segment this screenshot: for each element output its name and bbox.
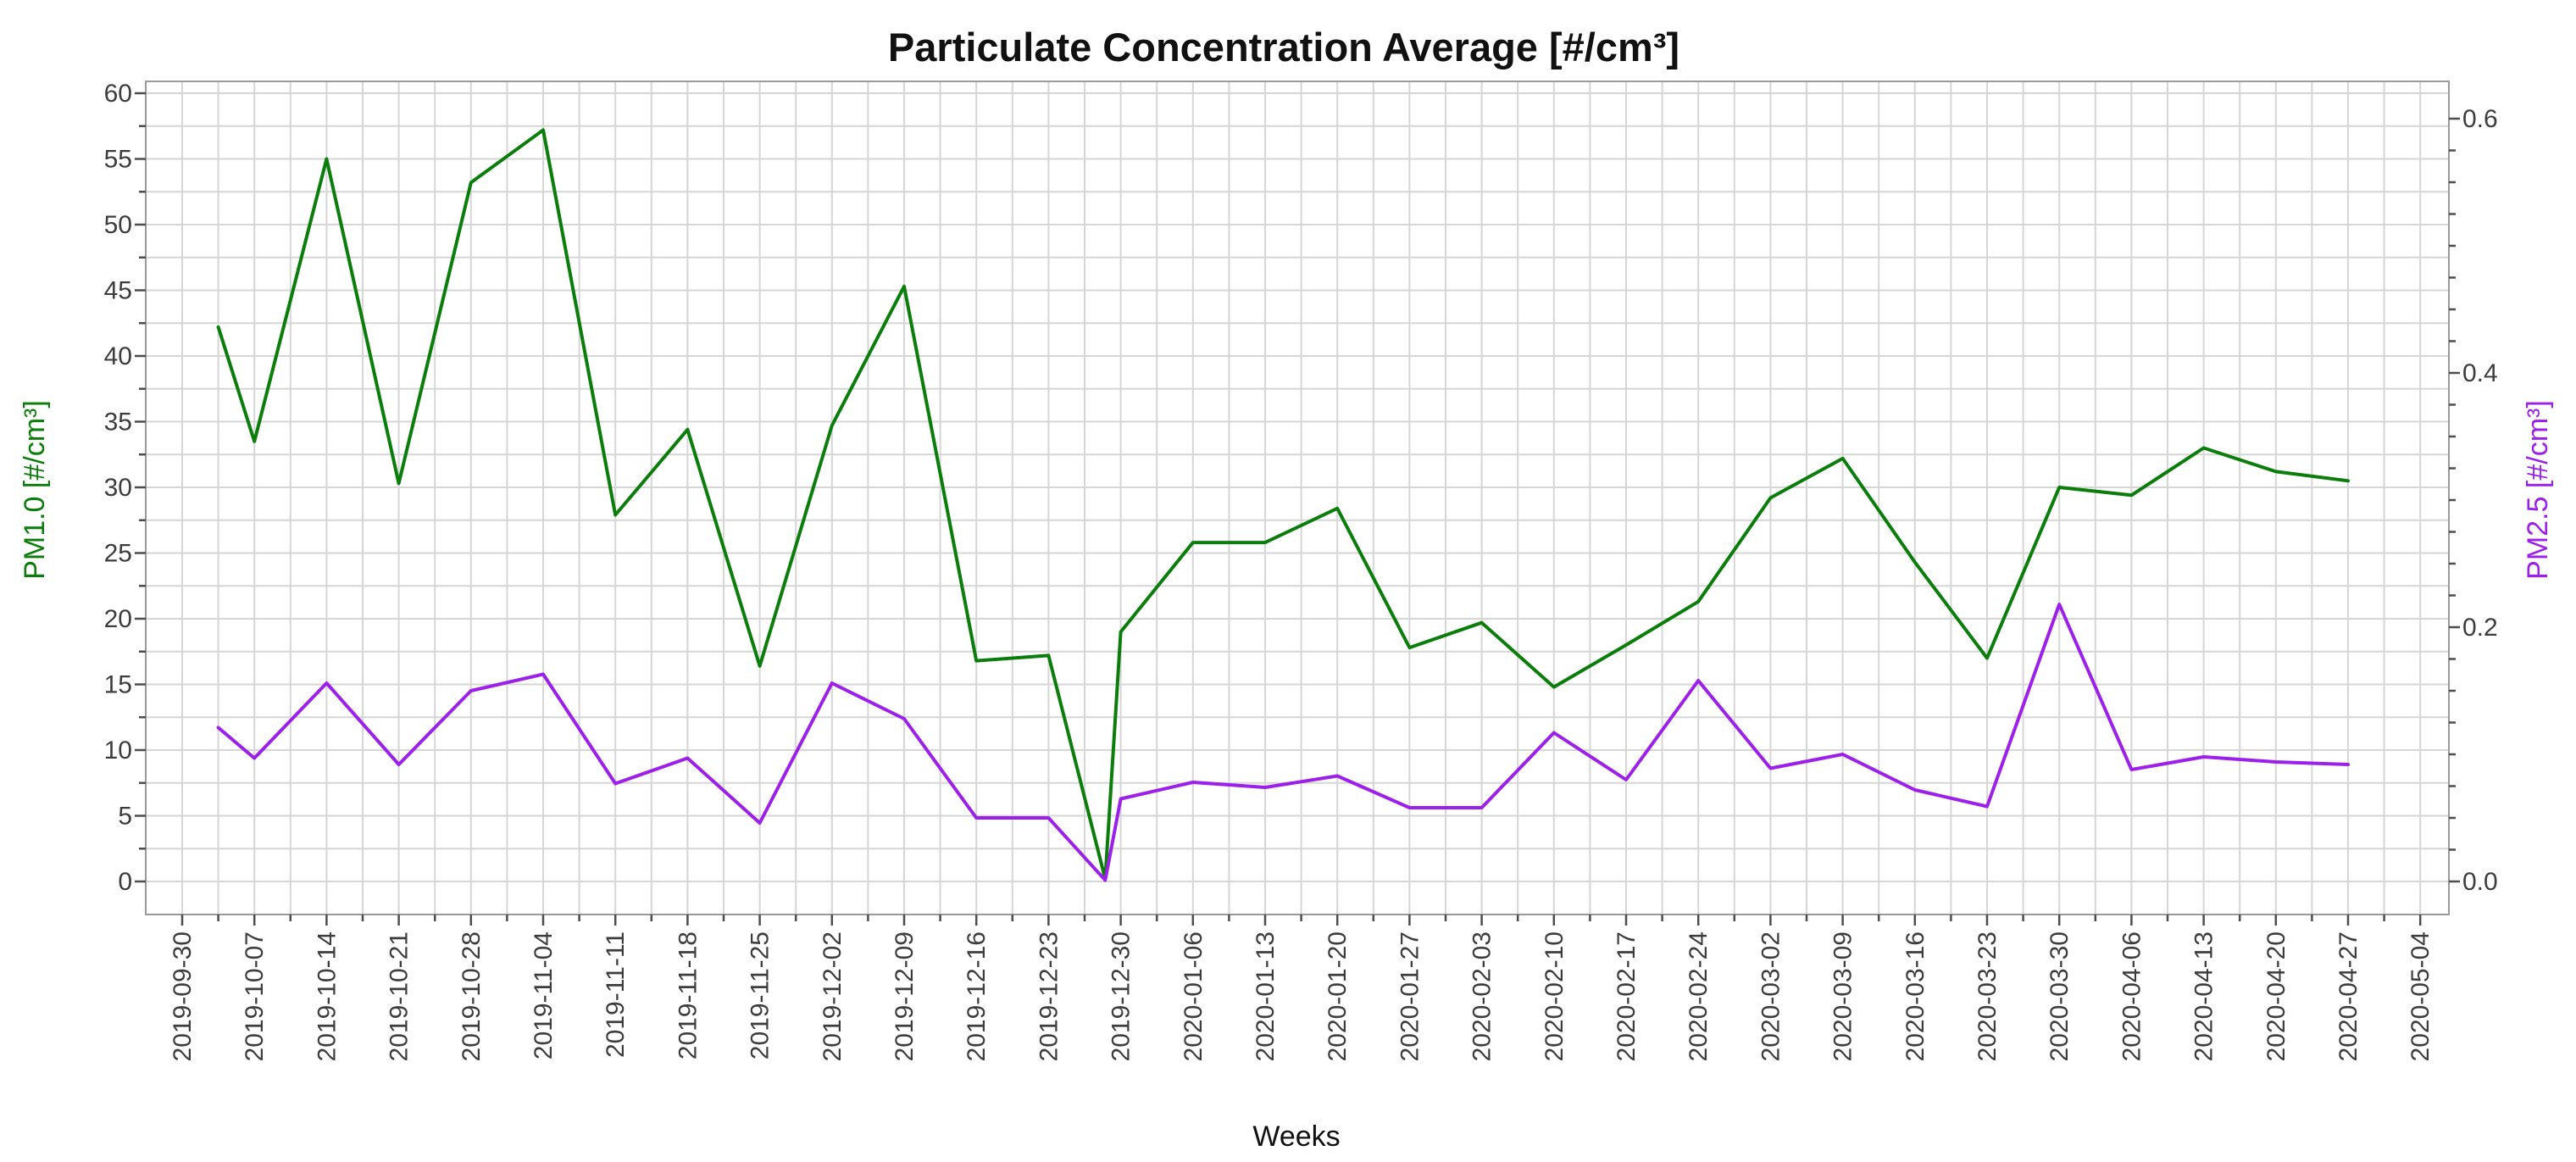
y-right-tick-label: 0.4	[2462, 359, 2498, 387]
y-left-tick-label: 40	[104, 342, 132, 370]
x-tick-label: 2019-10-28	[458, 931, 486, 1061]
x-tick-label: 2020-01-06	[1180, 931, 1208, 1061]
y-right-tick-label: 0.2	[2462, 614, 2498, 642]
x-tick-labels: 2019-09-30 2019-10-07 2019-10-14 2019-10-21…	[169, 931, 2434, 1061]
x-tick-label: 2019-09-30	[169, 931, 197, 1061]
x-tick-label: 2020-02-24	[1685, 931, 1713, 1061]
x-tick-label: 2020-01-13	[1252, 931, 1280, 1061]
y-left-tick-label: 5	[118, 803, 132, 831]
y-left-tick-label: 50	[104, 211, 132, 239]
y-left-tick-label: 60	[104, 80, 132, 108]
x-tick-label: 2019-11-25	[747, 931, 774, 1059]
y-left-tick-label: 45	[104, 277, 132, 305]
pm25-series-line	[216, 603, 2350, 882]
x-tick-label: 2019-11-11	[602, 931, 630, 1058]
y-right-tick-labels: 0.0 0.2 0.4 0.6	[2462, 105, 2498, 896]
x-tick-label: 2019-10-21	[386, 931, 414, 1061]
y-left-tick-label: 15	[104, 671, 132, 699]
x-tick-label: 2019-12-30	[1108, 931, 1135, 1061]
y-left-tick-label: 30	[104, 474, 132, 502]
x-tick-label: 2020-05-04	[2407, 931, 2434, 1061]
series-lines	[216, 128, 2350, 882]
y-left-tick-label: 20	[104, 605, 132, 633]
x-tick-label: 2019-12-16	[963, 931, 991, 1061]
y-left-tick-label: 0	[118, 868, 132, 896]
y-left-tick-label: 35	[104, 409, 132, 436]
x-tick-label: 2020-04-06	[2118, 931, 2146, 1061]
y-right-tick-label: 0.0	[2462, 868, 2498, 896]
y-left-tick-label: 55	[104, 146, 132, 174]
x-tick-label: 2020-02-03	[1468, 931, 1496, 1061]
x-tick-label: 2019-12-02	[819, 931, 847, 1061]
chart-title: Particulate Concentration Average [#/cm³…	[888, 25, 1679, 69]
x-tick-label: 2020-03-30	[2046, 931, 2074, 1061]
y-right-axis-title: PM2.5 [#/cm³]	[2522, 400, 2554, 580]
x-tick-label: 2020-04-27	[2334, 931, 2362, 1061]
axis-ticks	[135, 92, 2460, 926]
x-tick-label: 2020-03-09	[1829, 931, 1857, 1061]
x-tick-label: 2019-12-09	[891, 931, 919, 1061]
y-left-tick-label: 10	[104, 737, 132, 764]
x-tick-label: 2020-04-20	[2262, 931, 2290, 1061]
x-tick-label: 2019-12-23	[1035, 931, 1063, 1061]
y-left-tick-labels: 0 5 10 15 20 25 30 35 40 45 50 55 60	[104, 80, 132, 896]
x-tick-label: 2020-01-20	[1324, 931, 1352, 1061]
plot-frame	[145, 81, 2450, 915]
gridlines	[146, 81, 2449, 915]
x-tick-label: 2020-02-17	[1613, 931, 1641, 1061]
x-tick-label: 2019-11-04	[530, 931, 558, 1059]
x-tick-label: 2019-10-07	[241, 931, 269, 1061]
x-tick-label: 2020-04-13	[2190, 931, 2218, 1061]
y-left-tick-label: 25	[104, 540, 132, 568]
x-tick-label: 2020-03-02	[1757, 931, 1785, 1061]
x-tick-label: 2020-02-10	[1541, 931, 1568, 1061]
x-tick-label: 2020-01-27	[1396, 931, 1424, 1061]
x-tick-label: 2019-11-18	[674, 931, 702, 1059]
y-right-tick-label: 0.6	[2462, 105, 2498, 133]
x-axis-title: Weeks	[1252, 1120, 1340, 1153]
pm10-series-line	[216, 128, 2350, 881]
x-tick-label: 2020-03-16	[1901, 931, 1929, 1061]
x-tick-label: 2020-03-23	[1974, 931, 2001, 1061]
x-tick-label: 2019-10-14	[313, 931, 341, 1061]
y-left-axis-title: PM1.0 [#/cm³]	[19, 400, 51, 580]
